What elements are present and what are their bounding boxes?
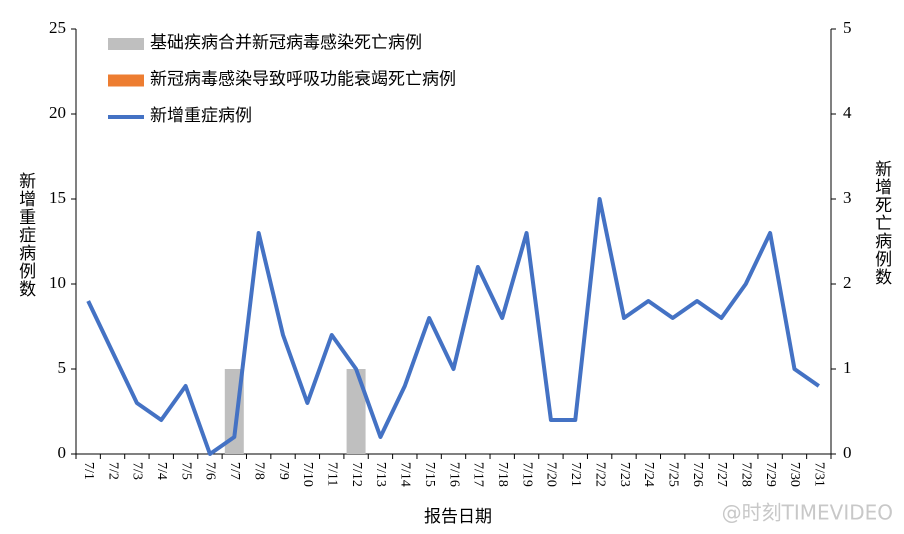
x-tick-label: 7/5 bbox=[178, 462, 193, 480]
y-tick-label: 0 bbox=[58, 443, 67, 462]
y2-tick-label: 5 bbox=[843, 18, 852, 37]
x-tick-label: 7/17 bbox=[471, 462, 486, 487]
x-tick-label: 7/14 bbox=[398, 462, 413, 487]
x-tick-label: 7/22 bbox=[592, 462, 607, 487]
y-tick-label: 20 bbox=[49, 103, 66, 122]
x-tick-label: 7/16 bbox=[446, 462, 461, 487]
x-tick-label: 7/29 bbox=[763, 462, 778, 487]
legend-label: 基础疾病合并新冠病毒感染死亡病例 bbox=[150, 33, 422, 52]
x-tick-label: 7/24 bbox=[641, 462, 656, 487]
bar bbox=[346, 369, 366, 454]
x-tick-label: 7/21 bbox=[568, 462, 583, 487]
line bbox=[86, 197, 820, 456]
y-tick-label: 15 bbox=[49, 188, 66, 207]
x-tick-label: 7/26 bbox=[690, 462, 705, 487]
y2-axis-title: 新增死亡病例数 bbox=[872, 160, 892, 286]
x-axis-title: 报告日期 bbox=[424, 507, 492, 526]
x-tick-label: 7/4 bbox=[154, 462, 169, 480]
x-tick-label: 7/7 bbox=[227, 462, 242, 480]
x-tick-label: 7/1 bbox=[81, 462, 96, 480]
y-axis-title: 新增重症病例数 bbox=[16, 172, 36, 298]
y2-tick-label: 3 bbox=[843, 188, 852, 207]
x-tick-label: 7/11 bbox=[325, 462, 340, 486]
x-tick-label: 7/6 bbox=[203, 462, 218, 480]
y-tick-label: 25 bbox=[49, 18, 66, 37]
x-tick-label: 7/23 bbox=[617, 462, 632, 487]
x-tick-label: 7/3 bbox=[130, 462, 145, 480]
x-tick-label: 7/19 bbox=[519, 462, 534, 487]
x-tick-label: 7/8 bbox=[251, 462, 266, 480]
y2-tick-label: 1 bbox=[843, 358, 852, 377]
x-tick-label: 7/25 bbox=[665, 462, 680, 487]
x-tick-label: 7/2 bbox=[105, 462, 120, 480]
legend-swatch bbox=[108, 74, 144, 87]
legend-label: 新增重症病例 bbox=[150, 106, 252, 125]
legend-swatch bbox=[108, 38, 144, 50]
x-tick-label: 7/20 bbox=[544, 462, 559, 487]
x-tick-label: 7/30 bbox=[787, 462, 802, 487]
x-tick-label: 7/27 bbox=[714, 462, 729, 487]
y-tick-label: 5 bbox=[58, 358, 67, 377]
y-tick-label: 10 bbox=[49, 273, 66, 292]
x-tick-label: 7/10 bbox=[300, 462, 315, 487]
x-tick-label: 7/31 bbox=[812, 462, 827, 487]
x-tick-label: 7/12 bbox=[349, 462, 364, 487]
y2-tick-label: 2 bbox=[843, 273, 852, 292]
y2-tick-label: 0 bbox=[843, 443, 852, 462]
y2-tick-label: 4 bbox=[843, 103, 852, 122]
legend-label: 新冠病毒感染导致呼吸功能衰竭死亡病例 bbox=[150, 69, 456, 88]
x-tick-label: 7/13 bbox=[373, 462, 388, 487]
x-tick-label: 7/9 bbox=[276, 462, 291, 480]
x-tick-label: 7/28 bbox=[739, 462, 754, 487]
x-tick-label: 7/18 bbox=[495, 462, 510, 487]
x-tick-label: 7/15 bbox=[422, 462, 437, 487]
watermark: @时刻TIMEVIDEO bbox=[722, 501, 893, 525]
